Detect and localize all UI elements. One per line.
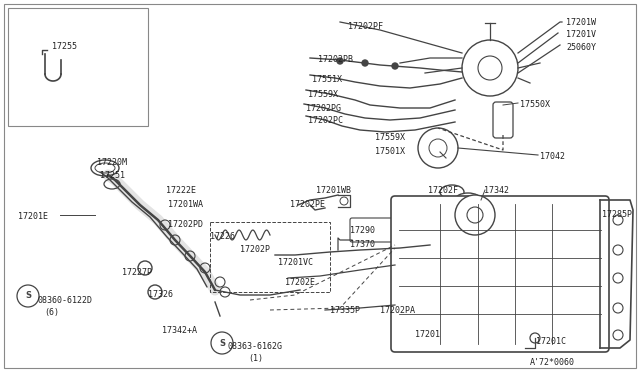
Circle shape [455, 195, 495, 235]
Text: 17255: 17255 [52, 42, 77, 51]
Text: 17202PD: 17202PD [168, 220, 203, 229]
Text: 17202PG: 17202PG [306, 104, 341, 113]
Text: 17326: 17326 [148, 290, 173, 299]
Text: 17222E: 17222E [166, 186, 196, 195]
FancyBboxPatch shape [391, 196, 609, 352]
Text: 17559X: 17559X [308, 90, 338, 99]
Text: 17335P: 17335P [330, 306, 360, 315]
Text: 17201C: 17201C [536, 337, 566, 346]
Text: 17201W: 17201W [566, 18, 596, 27]
Circle shape [362, 60, 368, 66]
Text: 17251: 17251 [100, 171, 125, 180]
Text: 17342+A: 17342+A [162, 326, 197, 335]
Text: 17201E: 17201E [18, 212, 48, 221]
Text: 17290: 17290 [350, 226, 375, 235]
Text: 17042: 17042 [540, 152, 565, 161]
Text: 17202PB: 17202PB [318, 55, 353, 64]
Text: 08363-6162G: 08363-6162G [228, 342, 283, 351]
Ellipse shape [440, 185, 464, 199]
Text: 17551X: 17551X [312, 75, 342, 84]
Ellipse shape [455, 193, 481, 207]
Text: 17202PA: 17202PA [380, 306, 415, 315]
Text: 17226: 17226 [210, 232, 235, 241]
Text: 17201V: 17201V [566, 30, 596, 39]
Text: 08360-6122D: 08360-6122D [38, 296, 93, 305]
Text: 17559X: 17559X [375, 133, 405, 142]
Bar [210, 222, 330, 292]
Text: S: S [219, 339, 225, 347]
Text: 17202P: 17202P [240, 245, 270, 254]
Bar [8, 8, 148, 126]
Text: 17285P: 17285P [602, 210, 632, 219]
Text: 17227P: 17227P [122, 268, 152, 277]
Text: 17202PE: 17202PE [290, 200, 325, 209]
Text: 17550X: 17550X [520, 100, 550, 109]
Text: 17342: 17342 [484, 186, 509, 195]
Text: 17202F: 17202F [428, 186, 458, 195]
Text: (1): (1) [248, 354, 263, 363]
Text: 17201WB: 17201WB [316, 186, 351, 195]
Text: 17201VC: 17201VC [278, 258, 313, 267]
Text: 17220M: 17220M [97, 158, 127, 167]
Text: A'72*0060: A'72*0060 [530, 358, 575, 367]
Text: 17201: 17201 [415, 330, 440, 339]
Text: 17501X: 17501X [375, 147, 405, 156]
Text: 17201WA: 17201WA [168, 200, 203, 209]
Circle shape [337, 58, 343, 64]
Text: 17202PC: 17202PC [308, 116, 343, 125]
Text: 25060Y: 25060Y [566, 43, 596, 52]
Text: 17202PF: 17202PF [348, 22, 383, 31]
FancyBboxPatch shape [350, 218, 394, 242]
Text: 17202E: 17202E [285, 278, 315, 287]
Text: 17370: 17370 [350, 240, 375, 249]
Text: S: S [25, 292, 31, 301]
Text: (6): (6) [44, 308, 59, 317]
FancyBboxPatch shape [493, 102, 513, 138]
Circle shape [392, 63, 398, 69]
